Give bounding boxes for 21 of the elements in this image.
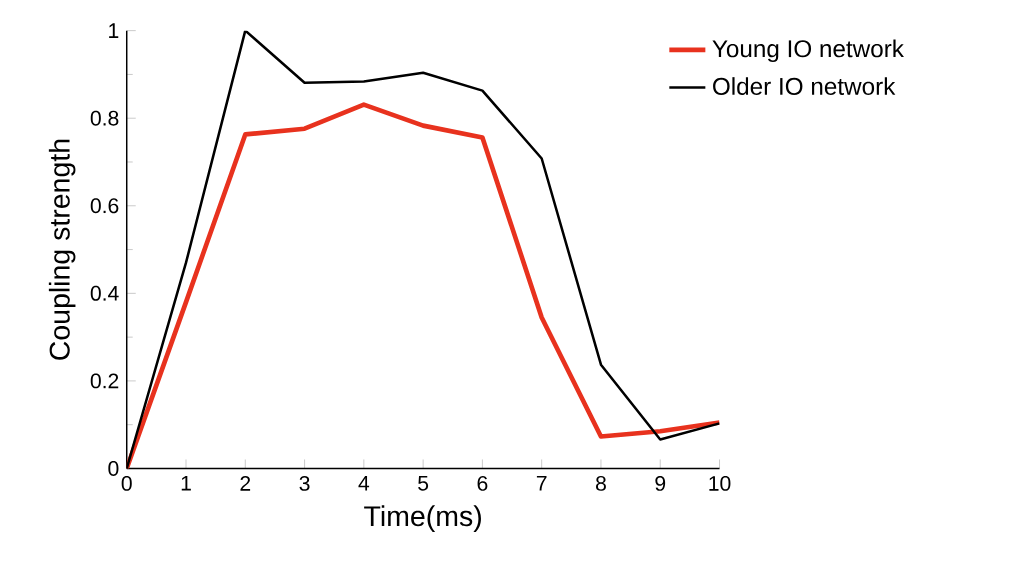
legend-label: Young IO network <box>712 39 904 63</box>
y-tick-label: 0.2 <box>90 373 119 389</box>
legend-label: Older IO network <box>713 77 896 96</box>
x-tick-label: 3 <box>299 476 310 491</box>
y-tick-label: 0.8 <box>90 110 119 126</box>
y-tick-label: 0.4 <box>90 285 119 301</box>
x-tick-label: 5 <box>418 476 429 491</box>
x-tick-label: 7 <box>536 476 547 491</box>
x-tick-label: 0 <box>121 476 132 491</box>
x-tick-label: 6 <box>477 476 488 491</box>
x-tick-label: 8 <box>596 476 606 491</box>
y-tick-label: 1 <box>109 23 119 39</box>
x-tick-label: 2 <box>240 476 251 491</box>
y-axis-title: Coupling strength <box>48 139 76 360</box>
y-tick-label: 0.6 <box>90 198 119 214</box>
x-tick-label: 9 <box>655 476 666 491</box>
x-axis-title: Time(ms) <box>364 505 481 533</box>
x-tick-label: 10 <box>709 476 731 491</box>
y-tick-label: 0 <box>108 461 119 477</box>
x-tick-label: 1 <box>181 476 191 491</box>
x-tick-label: 4 <box>358 476 370 491</box>
